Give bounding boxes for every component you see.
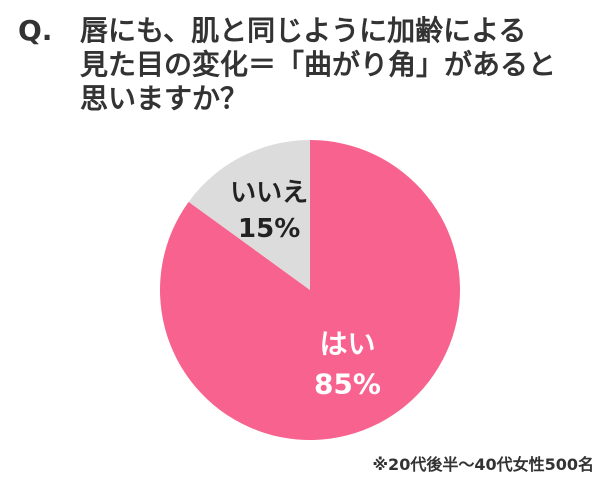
question-line-3: 思いますか？	[80, 82, 249, 115]
slice-category-label-yes: はい	[319, 327, 375, 360]
question-line-1: 唇にも、肌と同じように加齢による	[80, 14, 527, 47]
footnote: ※20代後半〜40代女性500名	[372, 455, 595, 474]
question-text: 唇にも、肌と同じように加齢による 見た目の変化＝「曲がり角」があると 思いますか…	[80, 14, 598, 116]
slice-percent-label-yes: 85%	[314, 367, 381, 400]
question-line-2: 見た目の変化＝「曲がり角」があると	[80, 48, 557, 81]
slice-category-label-no: いいえ	[230, 178, 308, 208]
slice-percent-label-no: 15%	[238, 214, 300, 244]
pie-slice-no	[188, 140, 310, 290]
question-prefix: Q.	[18, 14, 53, 47]
